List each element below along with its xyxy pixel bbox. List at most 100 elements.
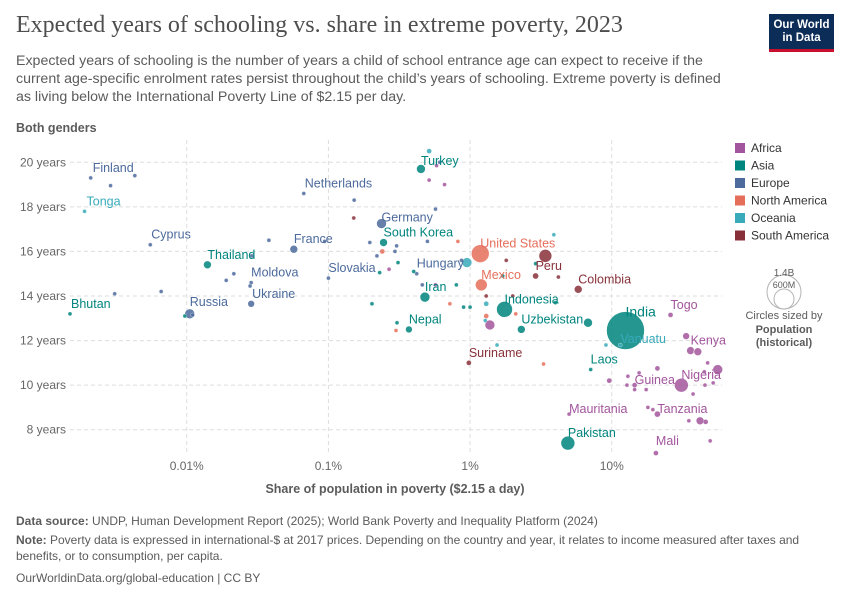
data-label: India — [625, 304, 656, 320]
y-tick-label: 18 years — [20, 200, 66, 214]
chart-title: Expected years of schooling vs. share in… — [16, 12, 623, 38]
y-tick-label: 14 years — [20, 289, 66, 303]
data-point — [538, 249, 553, 263]
data-point — [461, 304, 466, 310]
data-label: Peru — [536, 259, 562, 273]
data-point — [645, 405, 651, 410]
data-point — [249, 253, 254, 259]
data-label: Russia — [190, 295, 228, 309]
size-legend-caption-bold-2: (historical) — [756, 337, 813, 349]
data-point — [426, 148, 432, 154]
chart-subtitle: Expected years of schooling is the numbe… — [16, 53, 721, 105]
data-point — [425, 239, 430, 244]
data-label: Uzbekistan — [521, 312, 583, 326]
data-point — [603, 342, 609, 348]
data-label: Ukraine — [252, 287, 295, 301]
data-point — [467, 304, 473, 310]
data-label: Tanzania — [657, 402, 707, 416]
data-point — [686, 346, 695, 355]
legend-swatch — [735, 143, 745, 153]
data-source-label: Data source: — [16, 514, 89, 528]
data-label: South Korea — [384, 226, 454, 240]
data-label: Kenya — [691, 334, 726, 348]
data-point — [636, 370, 642, 376]
data-point — [653, 450, 659, 456]
data-point — [405, 325, 413, 334]
size-legend-small-label: 600M — [773, 280, 796, 290]
data-point — [484, 293, 489, 299]
continent-legend[interactable]: Africa Asia Europe North America Oceania Sout… — [735, 141, 829, 243]
data-label: Tonga — [87, 194, 121, 208]
data-label: Nepal — [409, 312, 442, 326]
data-label: Germany — [381, 211, 433, 225]
data-label: Laos — [591, 353, 618, 367]
legend-label: Oceania — [751, 211, 796, 225]
data-point — [606, 311, 645, 350]
data-label: Togo — [671, 298, 698, 312]
data-label: France — [294, 232, 333, 246]
data-point — [442, 182, 447, 187]
data-point — [416, 164, 426, 174]
data-point — [379, 248, 385, 255]
data-point — [289, 244, 299, 254]
data-point — [483, 318, 488, 323]
data-label: Guinea — [635, 373, 675, 387]
data-point — [433, 206, 438, 212]
data-point — [426, 177, 432, 183]
data-label: Turkey — [421, 154, 459, 168]
legend-label: South America — [751, 229, 829, 243]
data-point — [394, 243, 399, 249]
size-legend-caption: Circles sized by — [745, 310, 823, 322]
data-label: Vanuatu — [620, 332, 666, 346]
data-point — [712, 364, 724, 375]
data-point — [108, 183, 113, 188]
data-point — [301, 191, 306, 196]
data-point — [708, 438, 713, 444]
data-point — [459, 258, 464, 263]
data-point — [667, 312, 674, 318]
data-point — [644, 387, 649, 392]
data-point — [434, 163, 439, 168]
data-point — [702, 369, 707, 374]
y-tick-label: 12 years — [20, 334, 66, 348]
data-point — [190, 312, 195, 318]
data-point — [420, 282, 425, 288]
data-point — [386, 267, 392, 272]
data-point — [695, 416, 705, 426]
data-point — [247, 283, 253, 289]
x-tick-label: 1% — [461, 459, 479, 473]
data-point — [483, 301, 489, 307]
data-point — [470, 244, 490, 263]
data-point — [466, 360, 472, 366]
legend-label: Africa — [751, 141, 782, 155]
data-point — [483, 313, 489, 319]
data-point — [322, 239, 327, 244]
data-point — [553, 300, 558, 305]
y-tick-label: 10 years — [20, 378, 66, 392]
data-point — [394, 320, 400, 325]
data-point — [624, 382, 630, 388]
legend-swatch — [735, 230, 745, 241]
data-point — [369, 301, 375, 306]
data-label: Thailand — [207, 248, 255, 262]
x-tick-label: 0.1% — [315, 459, 343, 473]
data-point — [541, 361, 546, 367]
footer-url[interactable]: OurWorldinData.org/global-education | CC… — [16, 571, 261, 585]
data-point — [231, 271, 236, 276]
data-point — [352, 198, 357, 203]
legend-swatch — [735, 160, 745, 171]
data-point — [326, 276, 331, 281]
owid-logo[interactable]: Our World in Data — [769, 14, 834, 52]
data-point — [494, 342, 500, 348]
data-label: Hungary — [417, 257, 465, 271]
data-point — [674, 377, 689, 393]
x-tick-label: 10% — [600, 459, 624, 473]
legend-label: Europe — [751, 176, 790, 190]
size-legend-small-circle — [773, 288, 795, 310]
data-point — [686, 418, 691, 423]
y-tick-label: 8 years — [27, 423, 66, 437]
legend-swatch — [735, 213, 745, 223]
data-label: Netherlands — [305, 176, 372, 190]
data-point — [419, 291, 431, 303]
data-point — [583, 317, 593, 328]
